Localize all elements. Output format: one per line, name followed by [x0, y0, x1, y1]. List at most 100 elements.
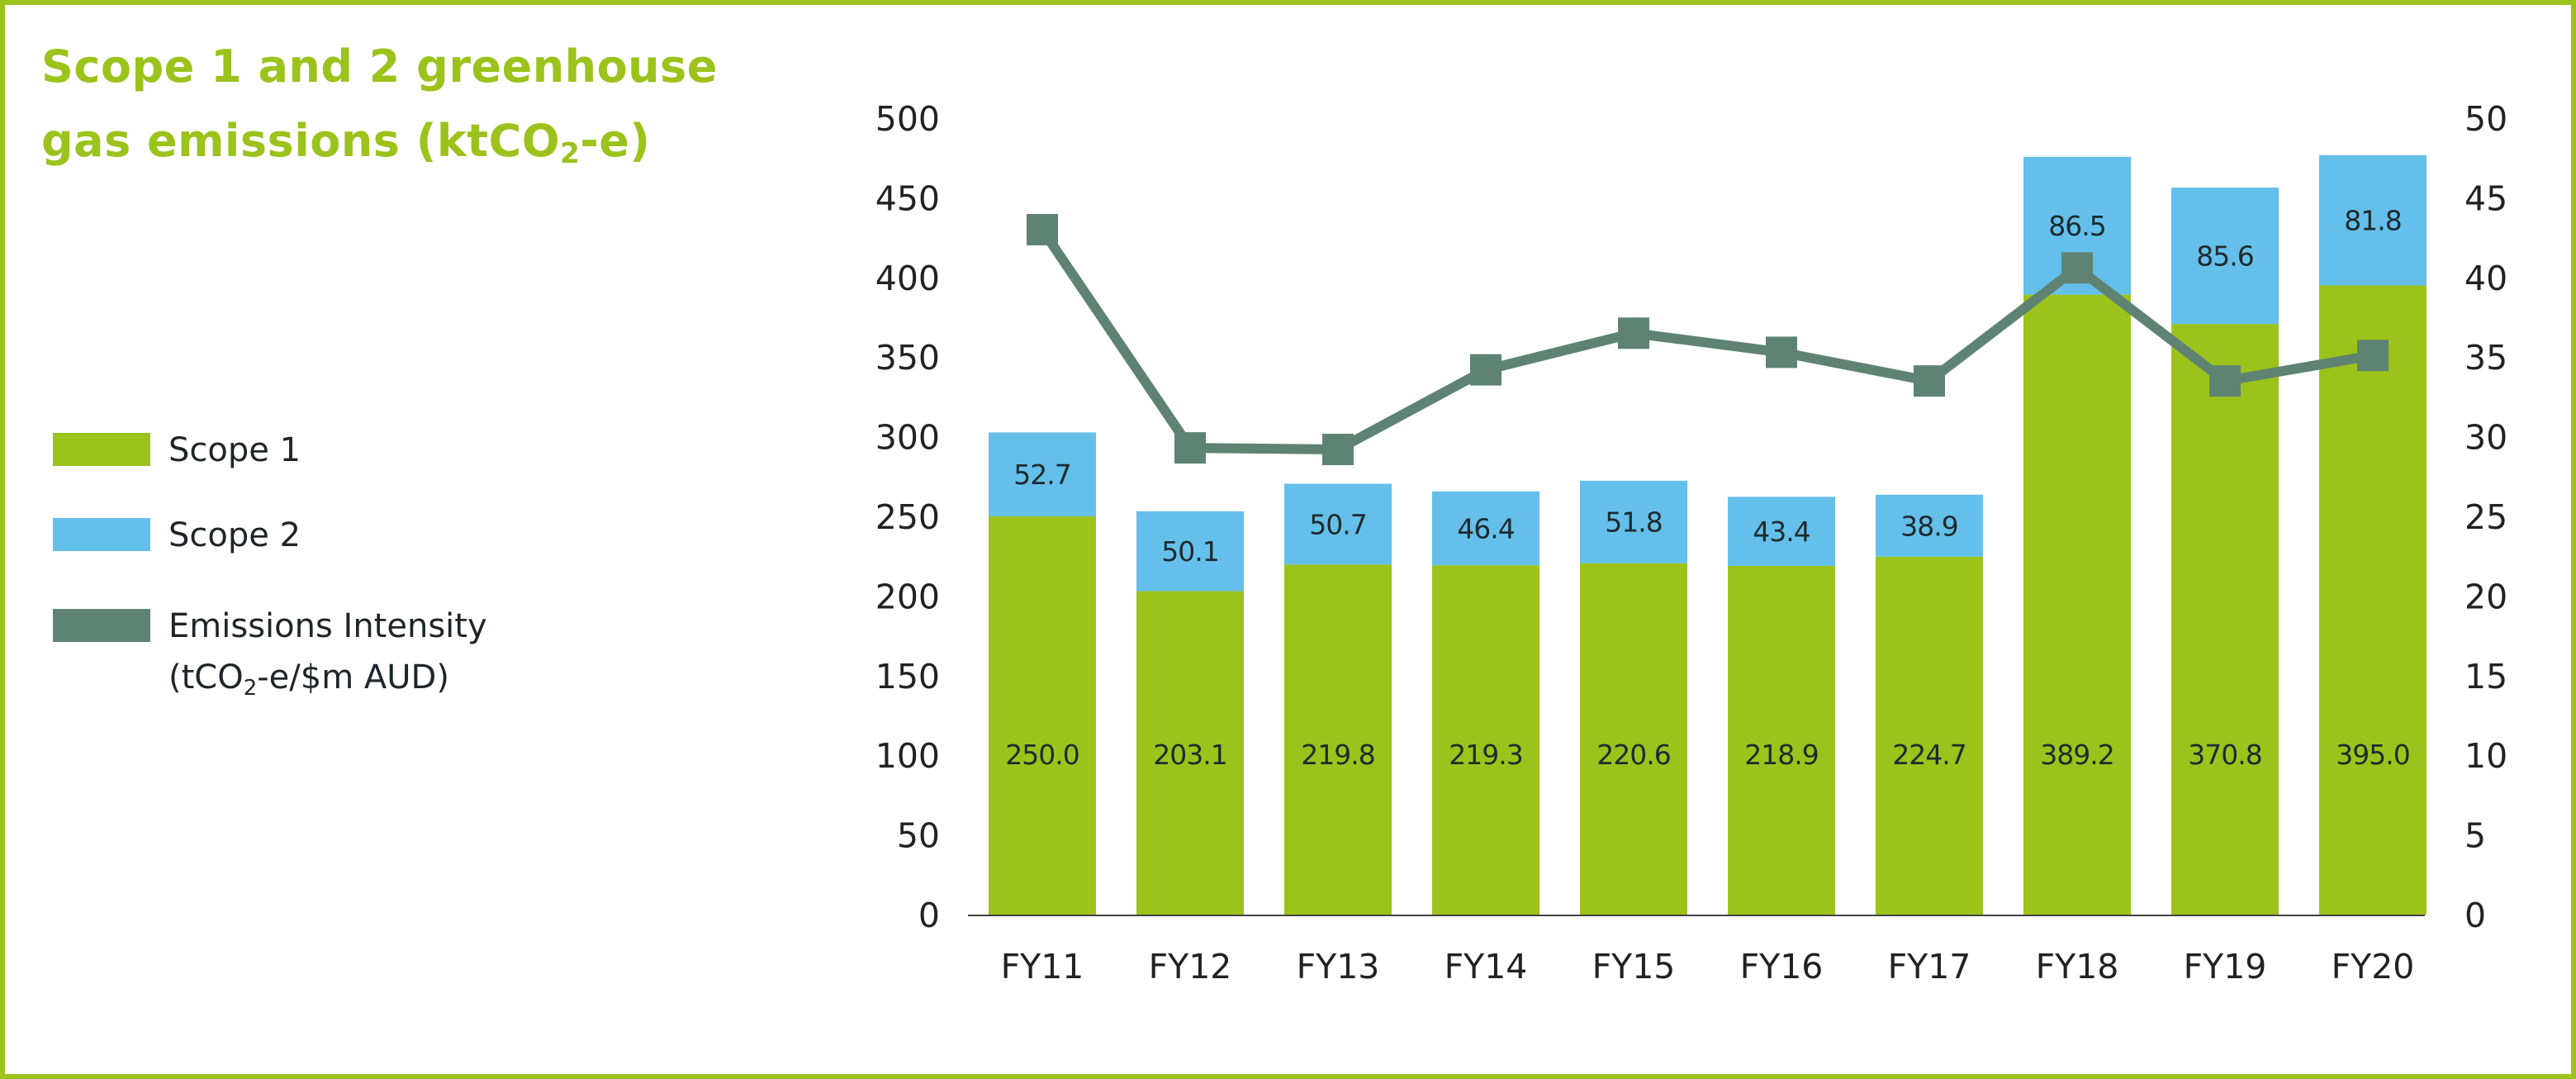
intensity-marker — [2209, 365, 2241, 397]
x-tick-label: FY15 — [1592, 947, 1676, 986]
y2-tick-label: 50 — [2465, 99, 2507, 139]
legend-label-scope2: Scope 2 — [168, 516, 301, 554]
bar-scope1 — [1432, 565, 1539, 915]
chart-title: Scope 1 and 2 greenhouse gas emissions (… — [41, 30, 785, 178]
legend-intensity-unit-post: -e/$m AUD) — [257, 658, 449, 696]
data-label-scope1: 219.8 — [1301, 739, 1374, 771]
bar-scope1 — [1728, 565, 1835, 915]
y-tick-label: 300 — [875, 418, 940, 458]
y2-tick-label: 45 — [2465, 178, 2507, 218]
y2-tick-label: 35 — [2465, 338, 2507, 378]
intensity-marker — [1470, 354, 1501, 386]
bar-scope2 — [1876, 494, 1983, 557]
y2-tick-label: 30 — [2465, 418, 2507, 458]
bar-scope2 — [1136, 511, 1244, 592]
intensity-marker — [1174, 432, 1206, 464]
y-tick-label: 100 — [875, 736, 940, 776]
data-label-scope2: 86.5 — [2048, 210, 2105, 242]
y2-tick-label: 25 — [2465, 497, 2507, 537]
legend-label-scope1: Scope 1 — [168, 431, 301, 469]
x-tick-label: FY11 — [1001, 947, 1084, 986]
bar-scope2 — [1432, 491, 1539, 566]
data-label-scope2: 50.1 — [1161, 535, 1218, 568]
y-tick-label: 400 — [875, 259, 940, 298]
y2-tick-label: 5 — [2465, 816, 2486, 856]
x-tick-label: FY18 — [2036, 947, 2119, 986]
bar-scope1 — [989, 516, 1096, 915]
bar-scope1 — [1284, 564, 1392, 915]
intensity-marker — [1027, 213, 1058, 245]
y-tick-label: 150 — [875, 657, 940, 696]
data-label-scope2: 81.8 — [2344, 205, 2401, 237]
y-tick-label: 350 — [875, 338, 940, 378]
y-tick-label: 250 — [875, 497, 940, 537]
y-tick-label: 0 — [918, 896, 940, 935]
data-label-scope2: 43.4 — [1753, 516, 1810, 548]
intensity-marker — [1914, 365, 1945, 397]
y2-tick-label: 20 — [2465, 577, 2507, 616]
x-tick-label: FY20 — [2332, 947, 2415, 986]
x-tick-label: FY19 — [2184, 947, 2267, 986]
data-label-scope2: 85.6 — [2196, 240, 2253, 273]
data-label-scope1: 220.6 — [1596, 739, 1670, 771]
data-label-scope1: 219.3 — [1449, 739, 1522, 771]
y-tick-label: 450 — [875, 178, 940, 218]
x-tick-label: FY13 — [1297, 947, 1380, 986]
data-label-scope1: 250.0 — [1005, 739, 1079, 771]
legend-swatch-scope2 — [53, 518, 150, 551]
bar-scope2 — [2171, 188, 2279, 325]
title-line-2-suffix: -e) — [580, 115, 651, 167]
legend-label-intensity-line1: Emissions Intensity — [168, 607, 487, 645]
bar-scope2 — [1580, 480, 1687, 563]
data-label-scope1: 395.0 — [2336, 739, 2409, 771]
x-tick-label: FY12 — [1149, 947, 1232, 986]
intensity-marker — [1322, 434, 1354, 466]
x-tick-label: FY14 — [1445, 947, 1528, 986]
y2-tick-label: 15 — [2465, 657, 2507, 696]
y2-tick-label: 40 — [2465, 259, 2507, 298]
data-label-scope1: 224.7 — [1892, 739, 1966, 771]
bar-scope2 — [989, 432, 1096, 516]
data-label-scope2: 50.7 — [1309, 508, 1366, 540]
x-tick-label: FY17 — [1888, 947, 1971, 986]
bar-scope2 — [2319, 154, 2427, 286]
y2-tick-label: 0 — [2465, 896, 2486, 935]
intensity-marker — [2357, 340, 2389, 372]
y-tick-label: 500 — [875, 99, 940, 139]
intensity-line — [1038, 226, 2374, 455]
legend-swatch-scope1 — [53, 433, 150, 466]
title-subscript: 2 — [560, 137, 581, 170]
bar-scope1 — [2171, 324, 2279, 915]
data-label-scope1: 370.8 — [2188, 739, 2261, 771]
legend-swatch-intensity — [53, 609, 150, 642]
data-label-scope2: 38.9 — [1900, 510, 1957, 542]
data-label-scope1: 218.9 — [1744, 739, 1818, 771]
data-label-scope2: 52.7 — [1013, 459, 1070, 491]
bar-scope2 — [1284, 483, 1392, 565]
data-label-scope1: 389.2 — [2040, 739, 2113, 771]
bar-scope1 — [1580, 563, 1687, 915]
y-tick-label: 200 — [875, 577, 940, 616]
bar-scope1 — [2319, 285, 2427, 915]
legend-intensity-unit-pre: (tCO — [168, 658, 244, 696]
y-tick-label: 50 — [897, 816, 940, 856]
intensity-marker — [1766, 336, 1797, 368]
intensity-marker — [1618, 317, 1649, 349]
bar-scope1 — [1136, 591, 1244, 915]
legend-intensity-subscript: 2 — [243, 676, 258, 701]
intensity-marker — [2061, 252, 2093, 284]
bar-scope2 — [1728, 497, 1835, 566]
legend-label-intensity-line2: (tCO2-e/$m AUD) — [168, 652, 487, 703]
legend-label-intensity: Emissions Intensity (tCO2-e/$m AUD) — [168, 601, 487, 703]
bar-scope1 — [2023, 294, 2131, 915]
y2-tick-label: 10 — [2465, 736, 2507, 776]
x-tick-label: FY16 — [1740, 947, 1824, 986]
title-line-2-text: gas emissions (ktCO — [41, 115, 561, 167]
bar-scope1 — [1876, 556, 1983, 915]
title-line-2: gas emissions (ktCO2-e) — [41, 104, 785, 178]
data-label-scope1: 203.1 — [1153, 739, 1226, 771]
data-label-scope2: 51.8 — [1605, 506, 1662, 539]
data-label-scope2: 46.4 — [1457, 512, 1514, 544]
